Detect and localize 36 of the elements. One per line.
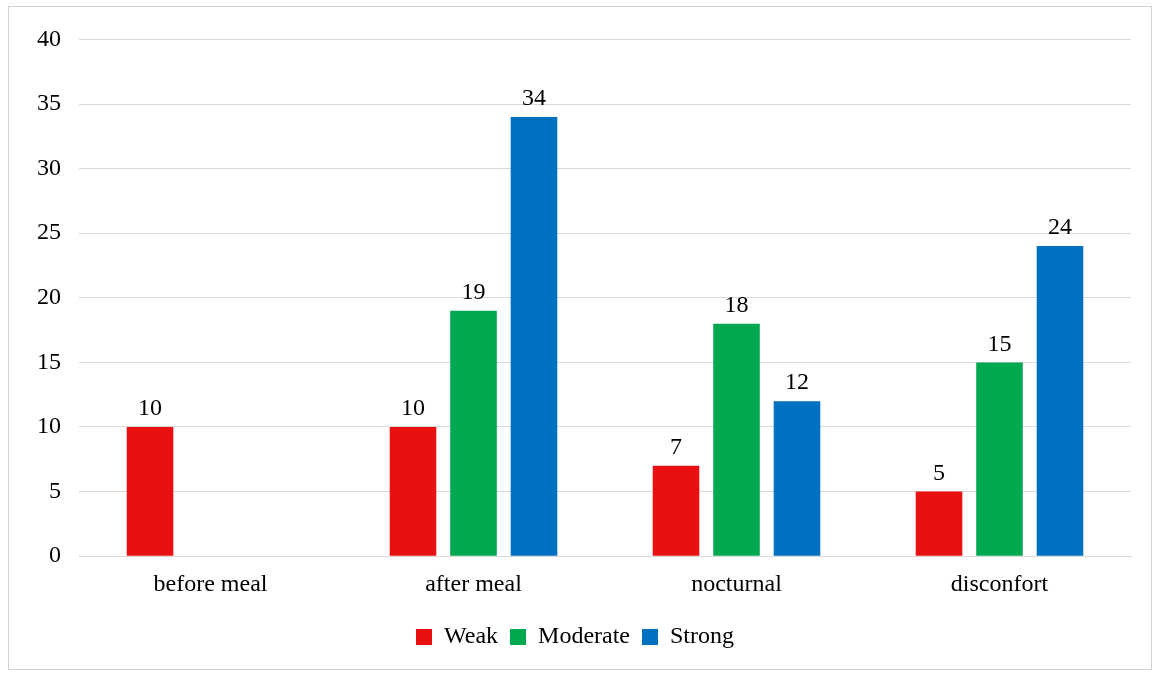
bar — [773, 401, 821, 556]
bar — [389, 427, 437, 556]
bar — [915, 491, 963, 556]
x-tick-label: after meal — [425, 569, 523, 596]
bar — [510, 116, 558, 556]
y-tick-label: 5 — [49, 476, 61, 503]
data-label: 10 — [138, 394, 163, 421]
bar — [713, 323, 760, 556]
data-label: 24 — [1047, 213, 1072, 240]
bar — [450, 310, 497, 556]
data-label: 5 — [933, 458, 946, 485]
x-tick-label: nocturnal — [691, 569, 783, 596]
bar — [976, 362, 1023, 556]
legend-label: Weak — [444, 622, 499, 649]
y-tick-label: 25 — [37, 218, 61, 245]
data-label: 19 — [461, 278, 486, 305]
x-tick-label: before meal — [153, 569, 268, 596]
data-label: 7 — [670, 433, 683, 460]
y-tick-label: 15 — [37, 347, 61, 374]
bar — [1036, 246, 1084, 556]
data-label: 15 — [987, 329, 1012, 356]
y-tick-label: 10 — [37, 412, 61, 439]
legend-label: Strong — [669, 622, 735, 649]
legend-label: Moderate — [538, 622, 630, 649]
x-tick-label: disconfort — [950, 569, 1049, 596]
bar — [126, 427, 174, 556]
y-tick-label: 0 — [49, 541, 61, 568]
data-label: 34 — [521, 84, 546, 111]
y-tick-label: 35 — [37, 89, 61, 116]
y-tick-label: 20 — [37, 283, 61, 310]
y-tick-label: 40 — [37, 24, 61, 51]
data-label: 18 — [724, 290, 749, 317]
data-label: 12 — [784, 368, 809, 395]
y-tick-label: 30 — [37, 153, 61, 180]
data-label: 10 — [401, 394, 426, 421]
bar — [652, 465, 700, 556]
